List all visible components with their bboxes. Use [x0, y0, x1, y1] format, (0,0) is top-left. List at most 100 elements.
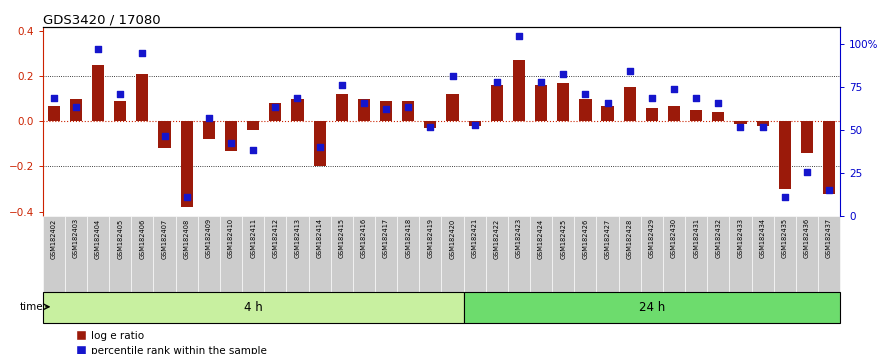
Bar [486, 216, 508, 292]
Bar [48, 105, 60, 121]
Bar [712, 112, 724, 121]
Point [357, 101, 371, 106]
Bar [708, 216, 730, 292]
Text: GSM182414: GSM182414 [317, 218, 322, 258]
Bar [175, 216, 198, 292]
Text: GSM182417: GSM182417 [383, 218, 389, 258]
Bar [730, 216, 751, 292]
Text: GSM182428: GSM182428 [627, 218, 633, 259]
Bar [109, 216, 132, 292]
Bar [402, 101, 415, 121]
Bar [464, 292, 840, 323]
Bar [468, 121, 481, 126]
Bar [464, 216, 486, 292]
Text: GSM182421: GSM182421 [472, 218, 478, 258]
Bar [574, 216, 596, 292]
Bar [92, 65, 104, 121]
Bar [557, 83, 570, 121]
Text: GSM182415: GSM182415 [339, 218, 344, 258]
Bar [313, 121, 326, 166]
Bar [441, 216, 464, 292]
Text: GSM182418: GSM182418 [405, 218, 411, 258]
Bar [619, 216, 641, 292]
Text: GSM182424: GSM182424 [538, 218, 544, 259]
Bar [530, 216, 552, 292]
Text: GSM182413: GSM182413 [295, 218, 301, 258]
Text: GSM182411: GSM182411 [250, 218, 256, 258]
Bar [641, 216, 663, 292]
Text: GSM182437: GSM182437 [826, 218, 832, 258]
Bar [646, 108, 658, 121]
Text: GSM182402: GSM182402 [51, 218, 57, 259]
Point [578, 91, 593, 97]
Bar [419, 216, 441, 292]
Bar [87, 216, 109, 292]
Text: GSM182435: GSM182435 [781, 218, 788, 258]
Point [467, 122, 481, 128]
Bar [818, 216, 840, 292]
Text: GSM182406: GSM182406 [140, 218, 145, 259]
Point [667, 86, 681, 92]
Bar [579, 99, 592, 121]
Bar [269, 103, 281, 121]
Bar [513, 61, 525, 121]
Bar [535, 85, 547, 121]
Text: GSM182425: GSM182425 [561, 218, 566, 259]
Point [158, 133, 172, 139]
Bar [203, 121, 215, 139]
Text: GSM182422: GSM182422 [494, 218, 500, 259]
Text: GSM182432: GSM182432 [716, 218, 721, 258]
Point [312, 144, 327, 149]
Bar [380, 101, 392, 121]
Bar [756, 121, 769, 126]
Point [756, 124, 770, 130]
Text: GSM182433: GSM182433 [738, 218, 743, 258]
Text: GSM182426: GSM182426 [582, 218, 588, 259]
Text: GSM182408: GSM182408 [183, 218, 190, 259]
Bar [663, 216, 685, 292]
Text: GDS3420 / 17080: GDS3420 / 17080 [43, 13, 160, 27]
Point [822, 187, 837, 193]
Bar [602, 105, 614, 121]
Text: GSM182420: GSM182420 [449, 218, 456, 259]
Bar [287, 216, 309, 292]
Bar [225, 121, 237, 151]
Bar [136, 74, 149, 121]
Point [290, 95, 304, 101]
Text: GSM182427: GSM182427 [604, 218, 611, 259]
Point [689, 95, 703, 101]
Point [91, 46, 105, 52]
Bar [779, 121, 791, 189]
Bar [624, 87, 635, 121]
Point [623, 68, 637, 74]
Text: GSM182410: GSM182410 [228, 218, 234, 258]
Point [113, 91, 127, 97]
Bar [596, 216, 619, 292]
Text: GSM182416: GSM182416 [361, 218, 367, 258]
Point [246, 147, 260, 153]
Bar [796, 216, 818, 292]
Bar [375, 216, 397, 292]
Bar [690, 110, 702, 121]
Bar [43, 216, 65, 292]
Text: GSM182419: GSM182419 [427, 218, 433, 258]
Point [733, 124, 748, 130]
Legend: log e ratio, percentile rank within the sample: log e ratio, percentile rank within the … [72, 327, 271, 354]
Point [445, 73, 459, 79]
Text: GSM182405: GSM182405 [117, 218, 123, 259]
Bar [751, 216, 773, 292]
Text: GSM182423: GSM182423 [516, 218, 522, 258]
Text: GSM182404: GSM182404 [95, 218, 101, 259]
Bar [114, 101, 126, 121]
Bar [336, 94, 348, 121]
Bar [773, 216, 796, 292]
Point [490, 79, 504, 85]
Bar [358, 99, 370, 121]
Point [711, 101, 725, 106]
Point [224, 140, 239, 146]
Bar [331, 216, 352, 292]
Bar [309, 216, 331, 292]
Bar [198, 216, 220, 292]
Point [556, 72, 570, 77]
Bar [69, 99, 82, 121]
